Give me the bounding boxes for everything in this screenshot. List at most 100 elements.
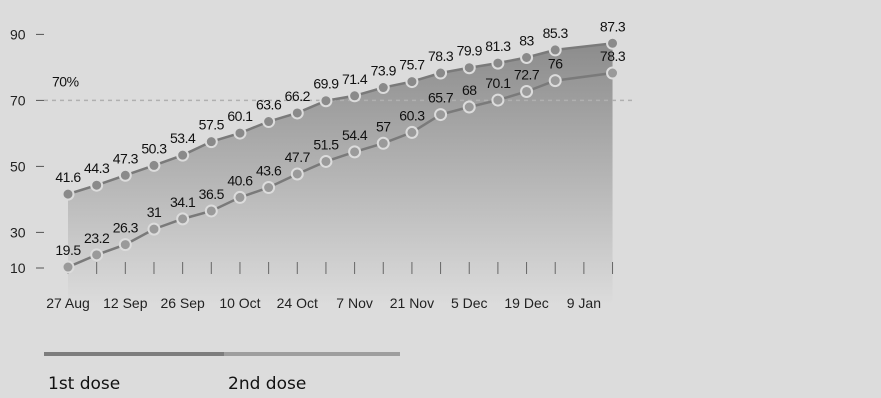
data-point-series-2 [90,248,104,262]
data-label-series-2: 47.7 [285,149,311,165]
data-point-series-1 [118,168,132,182]
x-tick-label: 10 Oct [219,295,260,311]
data-point-series-2 [462,100,476,114]
data-point-series-2 [147,222,161,236]
data-point-series-1 [290,106,304,120]
data-point-series-1 [176,148,190,162]
x-tick-label: 9 Jan [567,295,601,311]
data-label-series-2: 43.6 [256,163,282,179]
x-tick-label: 26 Sep [160,295,205,311]
data-label-series-2: 51.5 [313,136,339,152]
data-label-series-2: 31 [147,204,162,220]
x-tick-label: 7 Nov [336,295,373,311]
reference-label: 70% [52,73,79,89]
data-point-series-1 [462,61,476,75]
data-point-series-2 [405,125,419,139]
x-tick-label: 19 Dec [504,295,548,311]
data-label-series-1: 50.3 [141,140,167,156]
legend-label-2nd-dose: 2nd dose [228,374,307,394]
data-label-series-1: 85.3 [543,25,569,41]
data-label-series-1: 71.4 [342,71,368,87]
data-point-series-1 [204,135,218,149]
data-label-series-1: 75.7 [399,57,425,73]
data-point-series-1 [548,43,562,57]
data-point-series-2 [548,74,562,88]
data-label-series-1: 53.4 [170,130,196,146]
y-tick-label: 50 [10,158,26,174]
data-point-series-1 [434,66,448,80]
y-tick-label: 10 [10,260,26,276]
data-label-series-2: 76 [548,56,563,72]
data-point-series-2 [176,212,190,226]
line-chart: 10 30 50 70 90 70% 27 Aug 12 Sep 26 Sep 10 Oct 24 … [10,18,633,311]
data-point-series-1 [262,115,276,129]
data-label-series-1: 69.9 [313,76,339,92]
x-tick-label: 27 Aug [46,295,90,311]
data-label-series-2: 65.7 [428,90,454,106]
data-point-series-1 [606,36,620,50]
data-point-series-2 [606,66,620,80]
data-label-series-2: 60.3 [399,107,425,123]
data-label-series-1: 81.3 [485,38,511,54]
x-tick-label: 5 Dec [451,295,488,311]
data-point-series-1 [376,81,390,95]
area-fill [68,43,613,306]
data-point-series-1 [90,178,104,192]
data-point-series-2 [520,84,534,98]
data-point-series-1 [491,56,505,70]
data-label-series-1: 44.3 [84,160,110,176]
data-point-series-1 [319,94,333,108]
data-point-series-2 [348,145,362,159]
data-label-series-2: 34.1 [170,194,196,210]
x-tick-label: 24 Oct [277,295,318,311]
data-point-series-2 [204,204,218,218]
data-point-series-2 [118,238,132,252]
chart-legend: 1st dose 2nd dose [0,350,881,398]
data-label-series-1: 87.3 [600,18,626,34]
data-point-series-1 [147,158,161,172]
legend-label-1st-dose: 1st dose [48,374,121,394]
x-tick-label: 12 Sep [103,295,148,311]
data-point-series-2 [262,181,276,195]
y-tick-label: 70 [10,92,26,108]
data-label-series-2: 72.7 [514,66,540,82]
data-point-series-1 [233,126,247,140]
data-label-series-2: 70.1 [485,75,511,91]
data-label-series-2: 26.3 [113,220,139,236]
data-label-series-1: 63.6 [256,97,282,113]
data-label-series-2: 57 [376,118,391,134]
legend-swatch-1st-dose [44,352,224,356]
data-label-series-2: 40.6 [227,172,253,188]
data-point-series-2 [491,93,505,107]
data-label-series-1: 73.9 [371,63,397,79]
data-label-series-1: 60.1 [227,108,253,124]
data-label-series-1: 79.9 [457,43,483,59]
data-point-series-2 [290,167,304,181]
data-point-series-2 [61,260,75,274]
data-label-series-1: 47.3 [113,150,139,166]
y-tick-label: 90 [10,26,26,42]
data-label-series-2: 78.3 [600,48,626,64]
data-label-series-1: 78.3 [428,48,454,64]
data-point-series-2 [434,108,448,122]
data-point-series-1 [520,51,534,64]
data-label-series-2: 23.2 [84,230,110,246]
data-label-series-1: 66.2 [285,88,311,104]
data-label-series-2: 36.5 [199,186,225,202]
data-point-series-2 [319,154,333,168]
data-point-series-2 [376,136,390,150]
x-tick-label: 21 Nov [390,295,434,311]
data-label-series-2: 19.5 [55,242,81,258]
data-point-series-1 [405,75,419,89]
data-label-series-2: 54.4 [342,127,368,143]
data-point-series-1 [348,89,362,103]
data-label-series-1: 83 [519,33,534,49]
data-label-series-2: 68 [462,82,477,98]
data-point-series-1 [61,187,75,201]
y-tick-label: 30 [10,224,26,240]
data-label-series-1: 57.5 [199,117,225,133]
legend-swatch-2nd-dose [224,352,400,356]
data-point-series-2 [233,190,247,204]
data-label-series-1: 41.6 [55,169,81,185]
